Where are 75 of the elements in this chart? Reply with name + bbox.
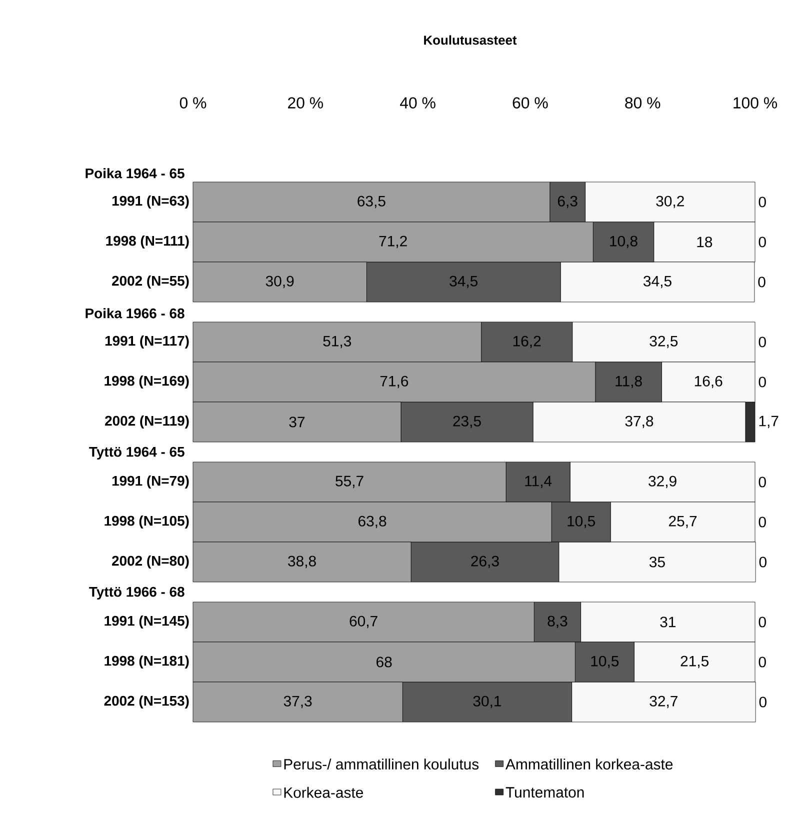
data-label: 10,8	[610, 236, 638, 248]
legend-label: Perus-/ ammatillinen koulutus	[284, 758, 479, 770]
text: Tyttö 1964 - 65	[89, 446, 184, 460]
data-label: 55,7	[336, 476, 364, 488]
data-label: 1,7	[759, 416, 778, 428]
data-label: 0	[758, 616, 766, 628]
legend-label: Korkea-aste	[284, 786, 364, 798]
data-label: 60,7	[350, 616, 378, 628]
data-label: 35	[649, 556, 665, 568]
y-tick-label: 1991 (N=63)	[112, 195, 189, 208]
data-label: 21,5	[680, 656, 709, 668]
x-tick-label: 100 %	[734, 97, 778, 108]
x-tick-label: 80 %	[625, 97, 660, 108]
data-label: 30,2	[656, 196, 684, 208]
text: Poika 1964 - 65	[86, 168, 184, 178]
data-label: 26,3	[471, 556, 499, 568]
data-label: 16,2	[513, 336, 541, 348]
data-label: 0	[758, 276, 766, 288]
data-label: 30,1	[473, 696, 502, 708]
chart-title: Koulutusasteet	[424, 35, 517, 45]
data-label: 37,8	[625, 416, 654, 428]
data-label: 32,5	[650, 336, 678, 348]
data-label: 6,3	[558, 196, 578, 208]
data-label: 11,8	[616, 376, 642, 388]
text: Tyttö 1966 - 68	[89, 586, 184, 600]
data-label: 0	[758, 376, 766, 388]
data-label: 10,5	[591, 656, 619, 668]
data-label: 63,5	[358, 196, 386, 208]
data-label: 23,5	[453, 416, 481, 428]
data-label: 32,9	[648, 476, 676, 488]
data-label: 0	[758, 476, 766, 488]
y-tick-label: 1991 (N=117)	[105, 336, 189, 348]
data-label: 25,7	[669, 516, 697, 528]
y-tick-label: 2002 (N=80)	[112, 556, 189, 568]
data-label: 71,6	[380, 376, 408, 388]
data-label: 34,5	[450, 276, 478, 288]
data-label: 51,3	[323, 336, 352, 348]
data-label: 34,5	[644, 276, 672, 288]
y-tick-label: 2002 (N=153)	[104, 696, 189, 709]
data-label: 16,6	[694, 376, 722, 388]
text: Poika 1966 - 68	[86, 308, 184, 318]
y-tick-label: 2002 (N=119)	[105, 416, 189, 428]
y-tick-label: 2002 (N=55)	[112, 276, 189, 288]
data-label: 31	[660, 616, 676, 628]
data-label: 0	[758, 336, 766, 348]
data-label: 0	[759, 696, 766, 708]
data-label: 37,3	[284, 696, 312, 708]
y-tick-label: 1998 (N=111)	[106, 235, 189, 248]
data-label: 8,3	[548, 616, 568, 628]
data-label: 38,8	[288, 556, 316, 568]
data-label: 10,5	[568, 516, 595, 528]
data-label: 30,9	[266, 276, 294, 288]
data-label: 68	[376, 656, 392, 668]
data-label: 11,4	[525, 476, 552, 488]
data-label: 0	[758, 236, 766, 248]
x-tick-label: 0 %	[180, 97, 206, 108]
legend-label: Tuntematon	[506, 787, 584, 798]
x-tick-label: 60 %	[512, 97, 548, 108]
data-label: 32,7	[650, 696, 678, 708]
data-label: 0	[758, 656, 766, 668]
legend-label: Ammatillinen korkea-aste	[506, 758, 673, 770]
x-tick-label: 40 %	[400, 97, 436, 108]
data-label: 18	[697, 236, 712, 248]
data-label: 0	[758, 516, 766, 528]
y-tick-label: 1991 (N=79)	[112, 476, 189, 488]
x-tick-label: 20 %	[288, 97, 323, 108]
y-tick-label: 1998 (N=169)	[104, 376, 189, 388]
data-label: 63,8	[358, 516, 386, 528]
y-tick-label: 1998 (N=105)	[104, 516, 189, 528]
y-tick-label: 1991 (N=145)	[104, 616, 189, 629]
data-label: 0	[758, 196, 766, 208]
data-label: 0	[759, 556, 766, 568]
y-tick-label: 1998 (N=181)	[104, 656, 189, 669]
data-label: 71,2	[379, 236, 407, 248]
data-label: 37	[289, 416, 305, 428]
